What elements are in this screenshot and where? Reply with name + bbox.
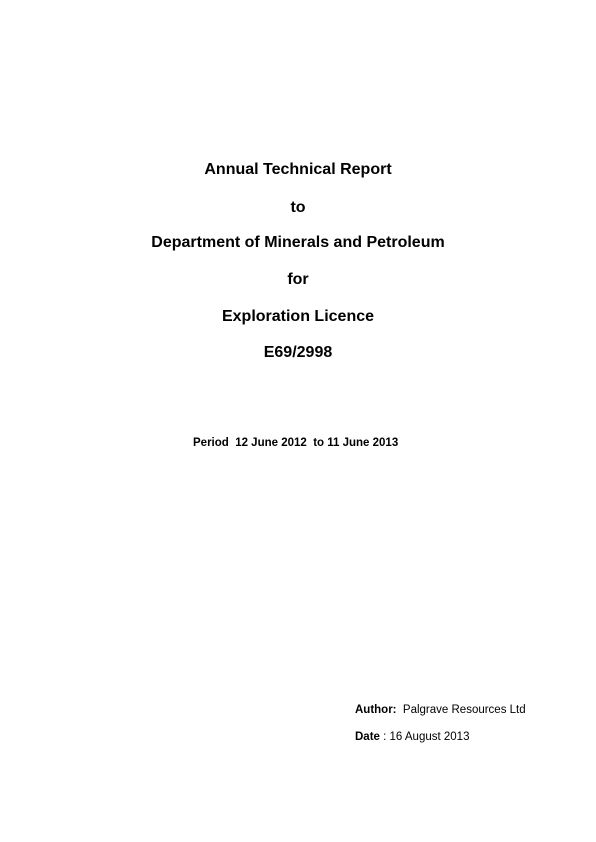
report-title: Annual Technical Report bbox=[204, 161, 392, 178]
author-label: Author: bbox=[355, 704, 397, 716]
date-label: Date bbox=[355, 731, 380, 743]
licence-type: Exploration Licence bbox=[221, 308, 375, 325]
title-connector-for: for bbox=[287, 271, 309, 288]
period-label: Period bbox=[193, 437, 229, 449]
date-separator: : bbox=[379, 731, 387, 743]
date-value: 16 August 2013 bbox=[389, 731, 470, 743]
author-value: Palgrave Resources Ltd bbox=[402, 704, 526, 716]
licence-number: E69/2998 bbox=[263, 344, 333, 361]
reporting-period: Period 12 June 2012 to 11 June 2013 bbox=[193, 436, 398, 450]
period-connector: to bbox=[313, 437, 325, 449]
author-line: Author: Palgrave Resources Ltd bbox=[355, 703, 526, 717]
title-connector-to: to bbox=[290, 199, 306, 216]
period-start: 12 June 2012 bbox=[235, 437, 307, 449]
department-name: Department of Minerals and Petroleum bbox=[151, 234, 445, 251]
date-line: Date : 16 August 2013 bbox=[355, 730, 469, 744]
period-end: 11 June 2013 bbox=[327, 437, 399, 449]
